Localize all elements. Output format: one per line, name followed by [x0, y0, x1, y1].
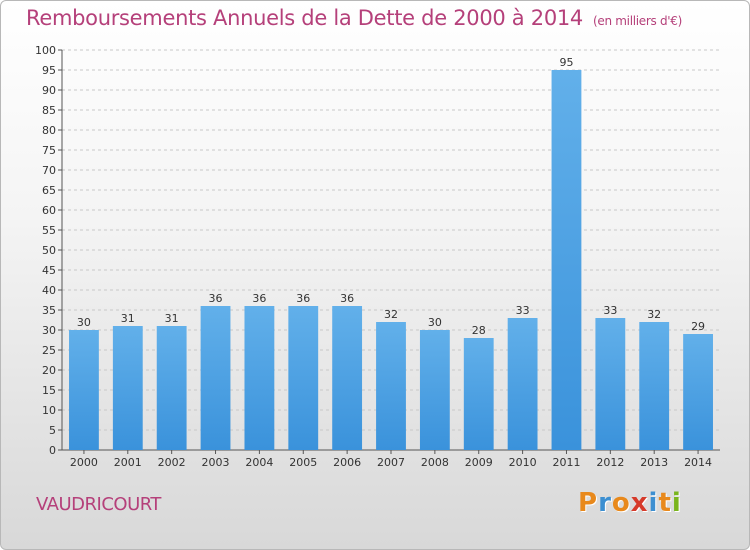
bar	[112, 326, 143, 450]
data-label: 31	[121, 312, 135, 325]
data-label: 30	[77, 316, 91, 329]
y-tick-label: 60	[42, 204, 56, 217]
logo-letter: i	[648, 488, 659, 518]
bar	[419, 330, 450, 450]
bar	[463, 338, 494, 450]
x-tick-label: 2011	[552, 456, 580, 469]
x-tick-label: 2000	[70, 456, 98, 469]
y-tick-label: 0	[49, 444, 56, 457]
x-tick-label: 2001	[114, 456, 142, 469]
data-label: 33	[516, 304, 530, 317]
data-label: 33	[603, 304, 617, 317]
bar	[376, 322, 406, 450]
commune-name: VAUDRICOURT	[36, 494, 161, 515]
bar	[639, 322, 670, 450]
data-label: 30	[428, 316, 442, 329]
data-label: 31	[165, 312, 179, 325]
x-tick-label: 2005	[289, 456, 317, 469]
x-tick-label: 2003	[202, 456, 230, 469]
chart-subtitle: (en milliers d'€)	[593, 14, 683, 28]
y-tick-label: 85	[42, 104, 56, 117]
logo-letter: x	[630, 488, 649, 518]
logo-letter: i	[671, 488, 682, 518]
data-label: 95	[559, 56, 573, 69]
data-label: 36	[252, 292, 266, 305]
y-tick-label: 25	[42, 344, 56, 357]
x-tick-label: 2014	[684, 456, 712, 469]
y-tick-label: 15	[42, 384, 56, 397]
y-tick-label: 70	[42, 164, 56, 177]
bar	[683, 334, 713, 450]
x-tick-label: 2013	[640, 456, 668, 469]
y-tick-label: 65	[42, 184, 56, 197]
data-label: 36	[209, 292, 223, 305]
y-tick-label: 20	[42, 364, 56, 377]
proxiti-logo: Proxiti	[578, 488, 682, 518]
y-tick-label: 40	[42, 284, 56, 297]
x-tick-label: 2007	[377, 456, 405, 469]
data-label: 29	[691, 320, 705, 333]
data-label: 28	[472, 324, 486, 337]
y-tick-label: 100	[35, 44, 56, 57]
bar	[156, 326, 187, 450]
logo-letter: t	[658, 488, 672, 518]
y-tick-label: 75	[42, 144, 56, 157]
bar	[288, 306, 319, 450]
y-tick-label: 5	[49, 424, 56, 437]
bar	[507, 318, 538, 450]
data-label: 36	[296, 292, 310, 305]
y-tick-label: 55	[42, 224, 56, 237]
x-tick-label: 2004	[245, 456, 273, 469]
bar	[244, 306, 275, 450]
x-tick-label: 2006	[333, 456, 361, 469]
logo-letter: o	[611, 488, 631, 518]
y-tick-label: 35	[42, 304, 56, 317]
bar	[332, 306, 363, 450]
data-label: 32	[384, 308, 398, 321]
bar	[595, 318, 626, 450]
chart-title: Remboursements Annuels de la Dette de 20…	[26, 6, 682, 30]
y-tick-label: 80	[42, 124, 56, 137]
bar	[551, 70, 582, 450]
x-tick-label: 2012	[596, 456, 624, 469]
bar	[69, 330, 99, 450]
chart-title-text: Remboursements Annuels de la Dette de 20…	[26, 6, 583, 30]
y-tick-label: 30	[42, 324, 56, 337]
y-tick-label: 95	[42, 64, 56, 77]
y-tick-label: 10	[42, 404, 56, 417]
data-label: 32	[647, 308, 661, 321]
x-tick-label: 2002	[158, 456, 186, 469]
bar	[200, 306, 231, 450]
x-tick-label: 2009	[465, 456, 493, 469]
y-tick-label: 90	[42, 84, 56, 97]
y-tick-label: 45	[42, 264, 56, 277]
logo-letter: P	[578, 488, 599, 518]
y-tick-label: 50	[42, 244, 56, 257]
x-tick-label: 2010	[509, 456, 537, 469]
x-tick-label: 2008	[421, 456, 449, 469]
data-label: 36	[340, 292, 354, 305]
logo-letter: r	[598, 488, 612, 518]
